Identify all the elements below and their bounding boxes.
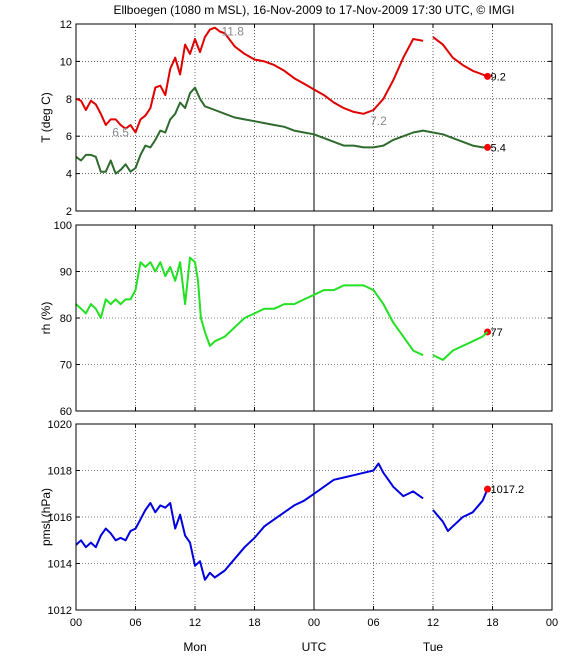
y-tick-label: 1014 — [48, 559, 72, 571]
x-tick-label: 06 — [367, 617, 379, 629]
series-line — [75, 256, 424, 357]
series-end-marker — [484, 485, 492, 493]
x-tick-label: 12 — [189, 617, 201, 629]
x-axis: 00 06 12 18 00 06 12 18 00 Mon UTC Tue — [70, 617, 558, 654]
series-line — [75, 462, 424, 581]
extreme-annotation: 7.2 — [370, 114, 387, 128]
extreme-annotation: 11.8 — [221, 24, 244, 38]
x-tick-label: 00 — [70, 617, 82, 629]
x-tick-label: 06 — [129, 617, 141, 629]
series-end-marker — [484, 72, 492, 80]
y-tick-label: 100 — [54, 220, 72, 232]
series-end-marker — [484, 143, 492, 151]
y-axis-label: rh (%) — [39, 302, 53, 335]
y-tick-label: 4 — [66, 169, 72, 181]
y-axis-label: pmsl (hPa) — [39, 488, 53, 546]
panel-3: 1012 1014 1016 1018 1020 pmsl (hPa) 1017.2 — [39, 419, 553, 617]
y-tick-label: 1012 — [48, 605, 72, 617]
extreme-annotation: 6.5 — [112, 125, 129, 139]
x-tick-label: 12 — [427, 617, 439, 629]
series-line — [75, 26, 424, 134]
y-axis-label: T (deg C) — [39, 92, 53, 142]
x-tick-label: 18 — [248, 617, 260, 629]
series-line — [432, 488, 489, 532]
y-tick-label: 2 — [66, 206, 72, 218]
plot-frame — [75, 224, 553, 412]
plot-frame — [75, 423, 553, 611]
y-tick-label: 6 — [66, 131, 72, 143]
series-end-label: 9.2 — [491, 71, 506, 83]
y-tick-label: 10 — [60, 56, 72, 68]
panel-1: 2 4 6 8 10 12 T (deg C) 9.2 5.4 6.5 11.8 7.2 — [39, 19, 553, 218]
series-line — [432, 36, 488, 78]
y-tick-label: 90 — [60, 267, 72, 279]
panel-2: 60 70 80 90 100 rh (%) 77 — [39, 220, 553, 418]
series-line — [432, 331, 489, 361]
x-tick-label: 00 — [308, 617, 320, 629]
y-tick-label: 1018 — [48, 466, 72, 478]
y-tick-label: 1016 — [48, 512, 72, 524]
y-tick-label: 70 — [60, 360, 72, 372]
day-label: Tue — [423, 640, 444, 654]
series-end-label: 77 — [491, 327, 503, 339]
day-label: Mon — [183, 640, 206, 654]
series-line — [75, 86, 488, 175]
series-end-label: 5.4 — [491, 142, 506, 154]
day-label: UTC — [302, 640, 327, 654]
x-tick-label: 00 — [546, 617, 558, 629]
plot-frame — [75, 23, 553, 212]
series-end-label: 1017.2 — [491, 484, 525, 496]
x-tick-label: 18 — [486, 617, 498, 629]
y-tick-label: 12 — [60, 19, 72, 31]
y-tick-label: 1020 — [48, 419, 72, 431]
y-tick-label: 80 — [60, 313, 72, 325]
y-tick-label: 8 — [66, 94, 72, 106]
y-tick-label: 60 — [60, 406, 72, 418]
chart-title: Ellboegen (1080 m MSL), 16-Nov-2009 to 1… — [113, 3, 514, 17]
